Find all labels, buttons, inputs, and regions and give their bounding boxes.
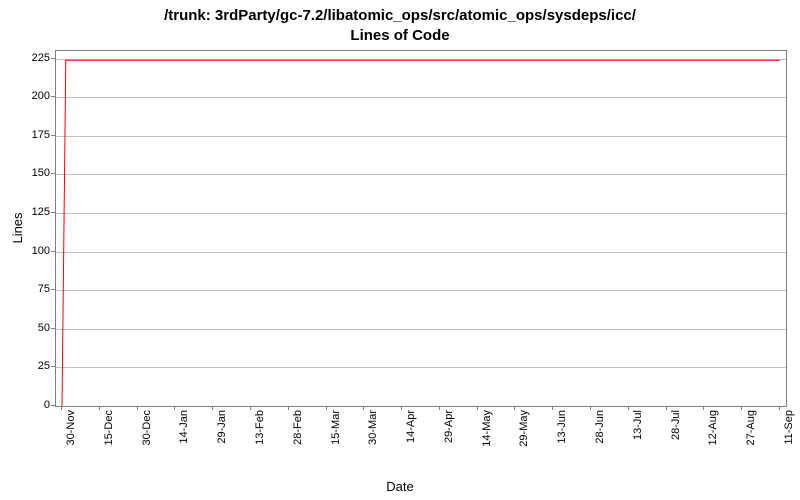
title-line-2: Lines of Code	[350, 27, 449, 44]
y-tick-label: 50	[10, 322, 50, 334]
x-tick-label: 14-Jan	[178, 410, 190, 444]
y-tick-label: 200	[10, 90, 50, 102]
x-tick-mark	[137, 406, 138, 410]
x-tick-label: 28-Jun	[594, 410, 606, 444]
x-tick-label: 30-Dec	[141, 410, 153, 445]
x-tick-mark	[703, 406, 704, 410]
x-tick-label: 28-Jul	[670, 410, 682, 440]
x-tick-label: 29-Apr	[443, 410, 455, 443]
x-tick-label: 30-Nov	[65, 410, 77, 445]
x-tick-label: 30-Mar	[367, 410, 379, 445]
x-axis-label: Date	[0, 479, 800, 494]
x-tick-mark	[439, 406, 440, 410]
y-tick-label: 100	[10, 245, 50, 257]
x-tick-mark	[741, 406, 742, 410]
x-tick-mark	[250, 406, 251, 410]
chart-container: /trunk: 3rdParty/gc-7.2/libatomic_ops/sr…	[0, 0, 800, 500]
x-tick-label: 11-Sep	[783, 410, 795, 445]
y-tick-label: 125	[10, 206, 50, 218]
x-tick-mark	[288, 406, 289, 410]
chart-title: /trunk: 3rdParty/gc-7.2/libatomic_ops/sr…	[0, 6, 800, 45]
x-tick-label: 13-Jun	[556, 410, 568, 444]
title-line-1: /trunk: 3rdParty/gc-7.2/libatomic_ops/sr…	[164, 7, 636, 24]
x-tick-mark	[552, 406, 553, 410]
x-tick-label: 29-Jan	[216, 410, 228, 444]
x-tick-label: 12-Aug	[707, 410, 719, 445]
x-tick-mark	[174, 406, 175, 410]
plot-area	[55, 50, 787, 407]
y-tick-label: 25	[10, 360, 50, 372]
y-tick-label: 0	[10, 399, 50, 411]
x-tick-label: 28-Feb	[292, 410, 304, 445]
x-tick-mark	[628, 406, 629, 410]
x-tick-mark	[326, 406, 327, 410]
x-tick-mark	[514, 406, 515, 410]
x-tick-mark	[666, 406, 667, 410]
x-tick-label: 29-May	[518, 410, 530, 447]
x-tick-label: 14-Apr	[405, 410, 417, 443]
x-tick-mark	[590, 406, 591, 410]
x-tick-mark	[99, 406, 100, 410]
x-tick-label: 13-Jul	[632, 410, 644, 440]
x-tick-mark	[61, 406, 62, 410]
x-tick-mark	[779, 406, 780, 410]
x-tick-mark	[363, 406, 364, 410]
x-tick-label: 14-May	[481, 410, 493, 447]
y-tick-label: 150	[10, 167, 50, 179]
x-tick-mark	[212, 406, 213, 410]
y-tick-label: 175	[10, 129, 50, 141]
y-tick-label: 225	[10, 52, 50, 64]
x-tick-label: 15-Dec	[103, 410, 115, 445]
x-tick-label: 27-Aug	[745, 410, 757, 445]
y-tick-label: 75	[10, 283, 50, 295]
x-tick-mark	[401, 406, 402, 410]
x-tick-label: 13-Feb	[254, 410, 266, 445]
x-tick-label: 15-Mar	[330, 410, 342, 445]
x-tick-mark	[477, 406, 478, 410]
data-line	[56, 51, 786, 406]
